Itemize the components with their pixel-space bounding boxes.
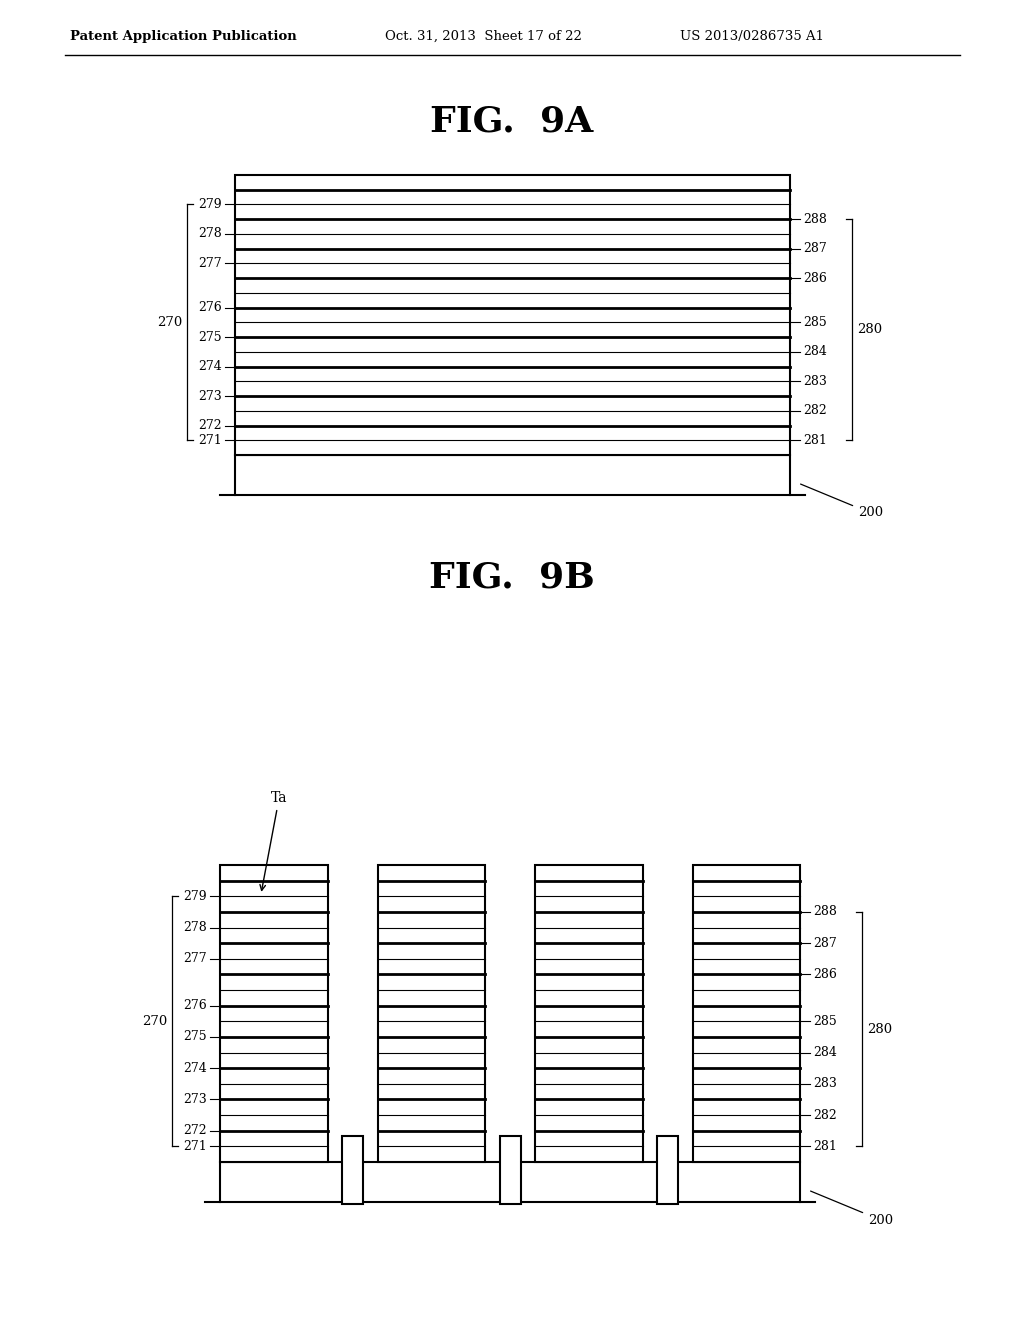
Text: 270: 270 bbox=[157, 315, 182, 329]
Text: 287: 287 bbox=[813, 937, 837, 949]
Bar bbox=[234, 455, 790, 495]
Text: 287: 287 bbox=[803, 242, 826, 255]
Bar bbox=[220, 865, 328, 1162]
Text: 271: 271 bbox=[183, 1140, 207, 1152]
Text: 279: 279 bbox=[183, 890, 207, 903]
Text: 274: 274 bbox=[199, 360, 222, 374]
Bar bbox=[234, 176, 790, 455]
Text: 280: 280 bbox=[857, 323, 882, 337]
Text: 274: 274 bbox=[183, 1061, 207, 1074]
Text: 277: 277 bbox=[199, 257, 222, 269]
Text: FIG.  9B: FIG. 9B bbox=[429, 560, 595, 594]
Text: 278: 278 bbox=[199, 227, 222, 240]
Text: 277: 277 bbox=[183, 952, 207, 965]
Text: 286: 286 bbox=[813, 968, 837, 981]
Text: 275: 275 bbox=[183, 1031, 207, 1043]
Text: 282: 282 bbox=[803, 404, 826, 417]
Text: US 2013/0286735 A1: US 2013/0286735 A1 bbox=[680, 30, 824, 44]
Text: 288: 288 bbox=[803, 213, 826, 226]
Text: 273: 273 bbox=[183, 1093, 207, 1106]
Text: 275: 275 bbox=[199, 330, 222, 343]
Text: 279: 279 bbox=[199, 198, 222, 211]
Text: 286: 286 bbox=[803, 272, 826, 285]
Text: 276: 276 bbox=[199, 301, 222, 314]
Bar bbox=[500, 1137, 520, 1204]
Text: 285: 285 bbox=[803, 315, 826, 329]
Text: 284: 284 bbox=[803, 346, 826, 358]
Text: 283: 283 bbox=[813, 1077, 837, 1090]
Text: 282: 282 bbox=[813, 1109, 837, 1122]
Bar bbox=[378, 865, 485, 1162]
Text: 288: 288 bbox=[813, 906, 837, 919]
Text: Oct. 31, 2013  Sheet 17 of 22: Oct. 31, 2013 Sheet 17 of 22 bbox=[385, 30, 582, 44]
Text: 278: 278 bbox=[183, 921, 207, 935]
Text: 285: 285 bbox=[813, 1015, 837, 1028]
Bar bbox=[220, 1162, 800, 1203]
Text: 281: 281 bbox=[803, 434, 826, 446]
Bar bbox=[342, 1137, 362, 1204]
Bar bbox=[692, 865, 800, 1162]
Text: 281: 281 bbox=[813, 1140, 837, 1152]
Text: 280: 280 bbox=[867, 1023, 892, 1036]
Text: Ta: Ta bbox=[260, 791, 288, 891]
Text: 200: 200 bbox=[811, 1191, 893, 1226]
Text: 273: 273 bbox=[199, 389, 222, 403]
Text: 276: 276 bbox=[183, 999, 207, 1012]
Text: Patent Application Publication: Patent Application Publication bbox=[70, 30, 297, 44]
Text: 284: 284 bbox=[813, 1045, 837, 1059]
Bar bbox=[657, 1137, 678, 1204]
Text: 270: 270 bbox=[141, 1015, 167, 1028]
Text: 200: 200 bbox=[801, 484, 883, 520]
Text: FIG.  9A: FIG. 9A bbox=[430, 106, 594, 139]
Text: 271: 271 bbox=[199, 434, 222, 446]
Bar bbox=[535, 865, 642, 1162]
Text: 272: 272 bbox=[199, 418, 222, 432]
Text: 272: 272 bbox=[183, 1125, 207, 1138]
Text: 283: 283 bbox=[803, 375, 826, 388]
